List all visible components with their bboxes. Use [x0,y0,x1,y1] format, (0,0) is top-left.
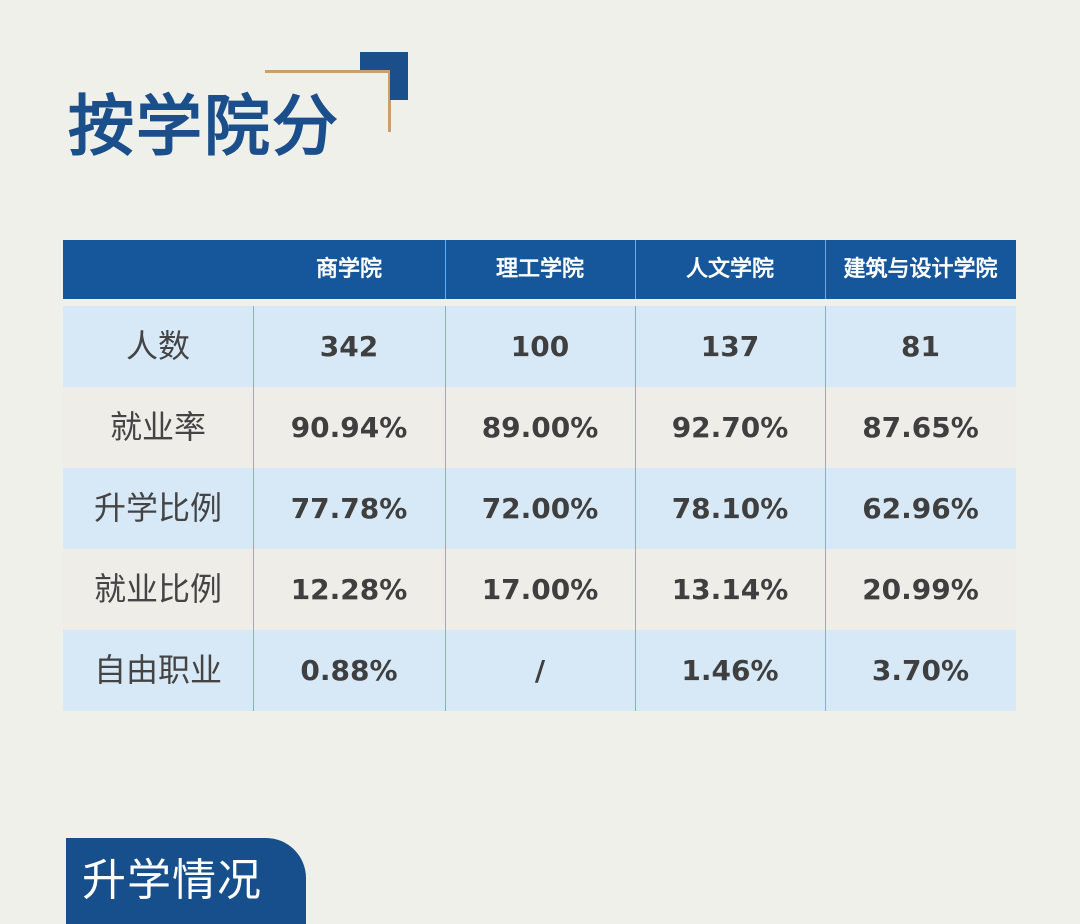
row-label: 就业比例 [93,570,222,608]
table-cell: 3.70% [871,654,970,687]
table-cell: 0.88% [300,654,398,687]
column-divider [635,240,636,299]
table-cell: 81 [901,330,940,363]
row-label: 自由职业 [93,651,222,689]
decorative-line [388,70,391,132]
table-cell: 100 [510,330,570,363]
table-row: 自由职业 0.88% / 1.46% 3.70% [63,630,1016,711]
table-row: 升学比例 77.78% 72.00% 78.10% 62.96% [63,468,1016,549]
table-cell: / [534,654,546,687]
row-label: 升学比例 [93,489,222,527]
table-cell: 92.70% [671,411,789,444]
column-header: 建筑与设计学院 [843,257,998,282]
table-cell: 17.00% [481,573,599,606]
table-cell: 78.10% [671,492,789,525]
table-cell: 137 [700,330,760,363]
row-label: 就业率 [109,408,206,446]
table-cell: 72.00% [481,492,599,525]
column-header: 理工学院 [495,257,584,282]
table-cell: 12.28% [290,573,408,606]
column-divider [635,306,636,711]
college-table: 商学院 理工学院 人文学院 建筑与设计学院 人数 342 100 137 81 … [63,240,1016,711]
table-cell: 90.94% [290,411,408,444]
table-cell: 13.14% [671,573,789,606]
column-header: 商学院 [315,257,382,282]
table-cell: 62.96% [862,492,979,525]
column-divider [253,306,254,711]
column-divider [445,240,446,299]
row-label: 人数 [125,327,190,365]
column-divider [825,306,826,711]
column-divider [445,306,446,711]
decorative-corner-icon [360,52,408,100]
table-cell: 87.65% [862,411,979,444]
table-header: 商学院 理工学院 人文学院 建筑与设计学院 [63,240,1016,299]
table-cell: 89.00% [481,411,599,444]
decorative-line [265,70,391,73]
table-cell: 20.99% [862,573,979,606]
table-cell: 342 [319,330,379,363]
table-row: 就业率 90.94% 89.00% 92.70% 87.65% [63,387,1016,468]
page-title: 按学院分 [68,88,340,165]
table-cell: 77.78% [290,492,408,525]
column-divider [825,240,826,299]
table-row: 人数 342 100 137 81 [63,306,1016,387]
column-header: 人文学院 [685,257,774,282]
section-badge: 升学情况 [66,838,306,924]
table-row: 就业比例 12.28% 17.00% 13.14% 20.99% [63,549,1016,630]
table-cell: 1.46% [681,654,779,687]
column-header [63,240,253,299]
